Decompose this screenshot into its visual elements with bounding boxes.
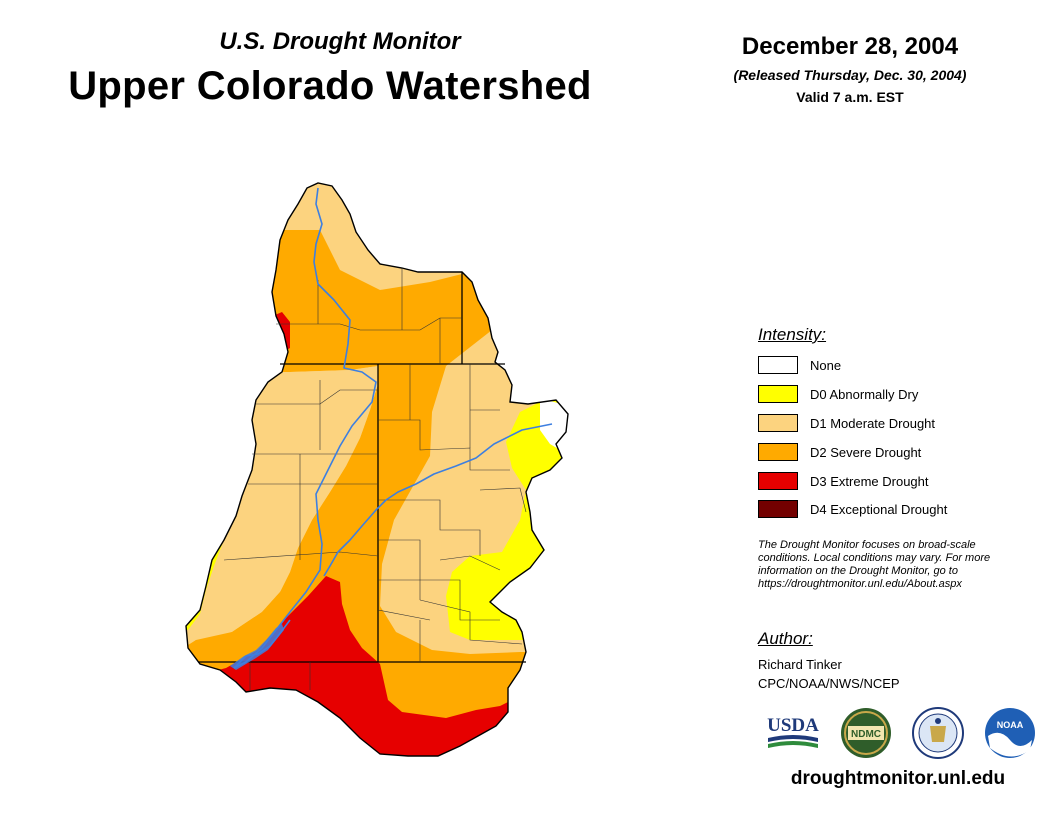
legend-item-d2: D2 Severe Drought <box>758 441 921 463</box>
disclaimer-note: The Drought Monitor focuses on broad-sca… <box>758 539 1048 591</box>
note-link[interactable]: https://droughtmonitor.unl.edu/About.asp… <box>758 578 962 590</box>
county-lines <box>223 268 527 690</box>
note-line-1: The Drought Monitor focuses on broad-sca… <box>758 539 976 551</box>
legend-label-d2: D2 Severe Drought <box>810 444 922 460</box>
noaa-logo: NOAA <box>985 708 1035 758</box>
legend-label-none: None <box>810 357 842 373</box>
legend-swatch-d3 <box>758 472 798 490</box>
legend-item-d4: D4 Exceptional Drought <box>758 498 947 520</box>
legend-swatch-none <box>758 356 798 374</box>
note-line-3: information on the Drought Monitor, go t… <box>758 565 958 577</box>
legend-item-d1: D1 Moderate Drought <box>758 412 935 434</box>
legend-title: Intensity: <box>758 325 827 344</box>
ndmc-logo: NDMC <box>841 708 891 758</box>
usda-logo-text: USDA <box>767 715 819 736</box>
basin-outline <box>185 182 569 757</box>
legend-swatch-d0 <box>758 385 798 403</box>
author-name: Richard Tinker <box>758 657 842 672</box>
map-date: December 28, 2004 <box>741 33 959 60</box>
legend-swatch-d1 <box>758 414 798 432</box>
drought-map <box>185 182 569 757</box>
legend-label-d4: D4 Exceptional Drought <box>810 501 948 517</box>
legend-item-none: None <box>758 354 841 376</box>
usda-logo: USDA <box>767 715 819 748</box>
legend-label-d1: D1 Moderate Drought <box>810 415 936 431</box>
author-heading: Author: <box>758 629 813 648</box>
legend-label-d3: D3 Extreme Drought <box>810 473 929 489</box>
noaa-logo-text: NOAA <box>997 720 1024 730</box>
legend-label-d0: D0 Abnormally Dry <box>810 386 919 402</box>
author-org: CPC/NOAA/NWS/NCEP <box>758 676 900 691</box>
legend-item-d3: D3 Extreme Drought <box>758 470 929 492</box>
ndmc-logo-text: NDMC <box>851 729 881 740</box>
note-line-2: conditions. Local conditions may vary. F… <box>758 552 991 564</box>
legend-swatch-d4 <box>758 500 798 518</box>
valid-time: Valid 7 a.m. EST <box>796 89 904 105</box>
legend-item-d0: D0 Abnormally Dry <box>758 383 918 405</box>
partner-logos: USDA NDMC NOAA <box>767 707 1035 759</box>
legend-swatch-d2 <box>758 443 798 461</box>
map-title: Upper Colorado Watershed <box>68 64 592 108</box>
d2-west-band <box>186 568 300 664</box>
lake-powell <box>230 624 284 670</box>
website-link[interactable]: droughtmonitor.unl.edu <box>790 768 1006 789</box>
commerce-seal-icon <box>912 707 964 759</box>
map-subtitle: U.S. Drought Monitor <box>219 28 461 55</box>
release-date: (Released Thursday, Dec. 30, 2004) <box>733 67 967 83</box>
